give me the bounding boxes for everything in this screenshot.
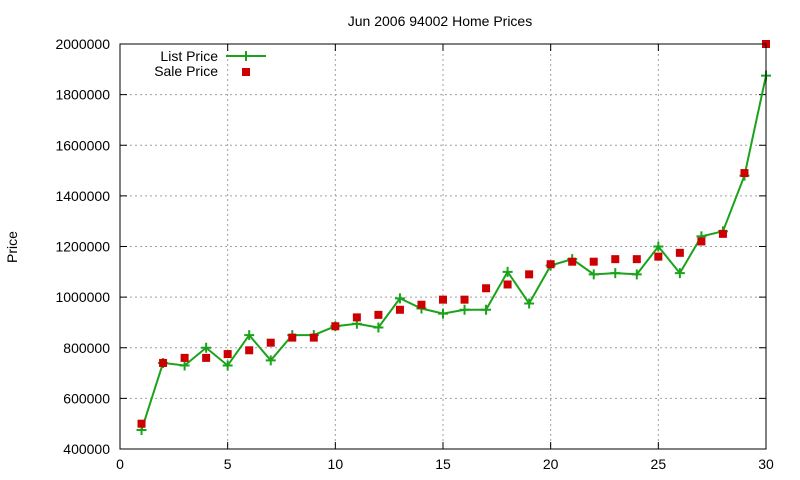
- grid-lines: [120, 44, 766, 449]
- y-tick-label: 1800000: [55, 87, 110, 103]
- sale-price-point: [374, 310, 383, 319]
- sale-price-point: [202, 353, 211, 362]
- sale-price-point: [159, 358, 168, 367]
- legend-label-sale-price: Sale Price: [154, 63, 218, 79]
- list-price-point: [438, 308, 448, 319]
- list-price-point: [524, 298, 535, 309]
- sale-price-point: [718, 229, 727, 238]
- sale-price-point: [740, 169, 749, 178]
- sale-price-point: [266, 338, 275, 347]
- y-tick-label: 600000: [63, 390, 110, 406]
- sale-price-point: [611, 255, 620, 264]
- list-price-point: [459, 304, 470, 315]
- x-tick-label: 10: [328, 456, 344, 472]
- legend-label-list-price: List Price: [160, 48, 218, 64]
- x-tick-label: 5: [224, 456, 232, 472]
- axis-ticks: 400000 600000 800000 1000000 1200000 1400000 1…: [55, 36, 774, 472]
- sale-price-point: [697, 237, 706, 246]
- x-tick-label: 0: [116, 456, 124, 472]
- sale-price-point: [632, 255, 641, 264]
- list-price-point: [481, 304, 492, 315]
- sale-price-point: [309, 333, 318, 342]
- y-tick-label: 2000000: [55, 36, 110, 52]
- sale-price-point: [223, 350, 232, 359]
- list-price-point: [610, 268, 621, 279]
- plot-frame: [119, 43, 767, 450]
- list-price-point: [244, 330, 255, 341]
- list-price-point: [653, 241, 664, 252]
- sale-price-point: [546, 260, 555, 269]
- sale-price-point: [288, 333, 297, 342]
- y-tick-label: 1600000: [55, 137, 110, 153]
- y-tick-label: 1000000: [55, 289, 110, 305]
- list-price-point: [201, 342, 212, 353]
- y-tick-label: 1400000: [55, 188, 110, 204]
- x-tick-label: 30: [758, 456, 774, 472]
- sale-price-point: [675, 248, 684, 257]
- y-tick-label: 1200000: [55, 239, 110, 255]
- sale-price-point: [568, 257, 577, 266]
- list-price-point: [179, 360, 190, 371]
- sale-price-point: [245, 346, 254, 355]
- list-price-point: [265, 355, 276, 366]
- list-price-point: [394, 293, 405, 304]
- sale-price-point: [460, 295, 469, 304]
- sale-price-point: [482, 284, 491, 293]
- x-tick-label: 20: [543, 456, 559, 472]
- list-price-point: [588, 269, 599, 280]
- sale-price-point: [180, 353, 189, 362]
- list-price-point: [373, 322, 384, 333]
- legend-marker-sale-price: [242, 68, 250, 76]
- sale-price-point: [654, 252, 663, 261]
- y-axis-label: Price: [4, 231, 20, 263]
- x-tick-label: 15: [435, 456, 451, 472]
- sale-price-point: [395, 305, 404, 314]
- series-layer: [136, 40, 771, 436]
- sale-price-point: [439, 295, 447, 304]
- x-tick-label: 25: [651, 456, 667, 472]
- y-tick-label: 400000: [63, 441, 110, 457]
- sale-price-point: [417, 300, 426, 309]
- list-price-point: [502, 266, 513, 277]
- sale-price-point: [525, 270, 534, 279]
- list-price-point: [222, 360, 233, 371]
- y-tick-label: 800000: [63, 340, 110, 356]
- sale-price-point: [503, 280, 512, 289]
- sale-price-point: [352, 313, 361, 322]
- sale-price-point: [331, 322, 340, 331]
- list-price-point: [674, 268, 685, 279]
- legend-marker-list-price: [241, 51, 251, 61]
- list-price-line: [140, 75, 767, 431]
- list-price-point: [631, 269, 642, 280]
- sale-price-point: [137, 419, 146, 428]
- sale-price-point: [589, 257, 598, 266]
- chart-title: Jun 2006 94002 Home Prices: [348, 13, 532, 29]
